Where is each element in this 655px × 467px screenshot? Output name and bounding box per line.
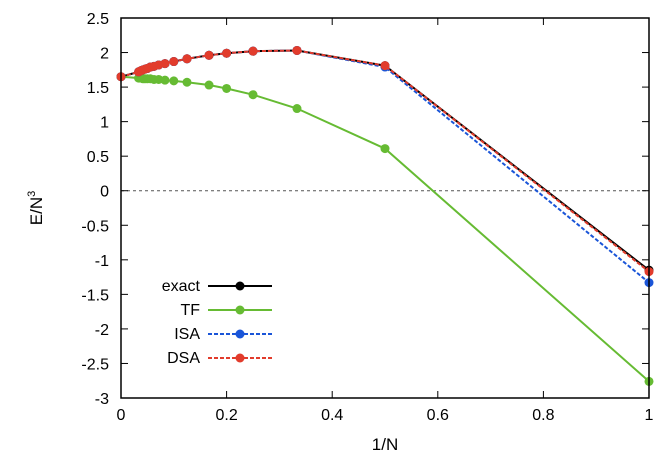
y-tick-label: 1.5 — [87, 80, 109, 97]
data-point-dsa — [222, 48, 232, 58]
y-tick-label: -0.5 — [81, 218, 109, 235]
y-axis-title: E/N3 — [26, 191, 46, 225]
data-point-tf — [204, 80, 214, 90]
data-point-tf — [292, 104, 302, 114]
x-tick-label: 0.2 — [215, 407, 237, 424]
data-point-dsa — [160, 59, 170, 69]
y-tick-label: 2.5 — [87, 11, 109, 28]
data-point-tf — [169, 76, 179, 86]
legend-swatch-marker-exact — [235, 281, 245, 291]
x-tick-label: 1 — [645, 407, 654, 424]
data-point-dsa — [380, 61, 390, 71]
y-tick-label: -3 — [95, 391, 109, 408]
legend: exact TF ISA DSA — [162, 278, 272, 367]
y-tick-label: -2.5 — [81, 356, 109, 373]
data-point-tf — [160, 75, 170, 85]
data-point-dsa — [169, 57, 179, 67]
plot-frame — [120, 17, 650, 399]
x-tick-label: 0.6 — [427, 407, 449, 424]
y-axis-title-superscript: 3 — [26, 191, 38, 197]
y-tick-label: -1 — [95, 253, 109, 270]
data-point-tf — [380, 144, 390, 154]
legend-label-isa: ISA — [174, 326, 200, 343]
data-point-dsa — [292, 45, 302, 55]
x-tick-label: 0.8 — [532, 407, 554, 424]
series-line-isa — [120, 49, 650, 284]
tick-layer: 0 0.2 0.4 0.6 0.8 1 2.5 2 1.5 1 0.5 0 -0.5 -1 -1.5 -2 -2… — [81, 11, 653, 424]
legend-swatch-marker-isa — [235, 329, 245, 339]
data-point-tf — [222, 83, 232, 93]
y-axis-title-base: E/N — [27, 197, 46, 225]
y-tick-label: -2 — [95, 322, 109, 339]
data-point-tf — [248, 90, 258, 100]
x-tick-label: 0 — [117, 407, 126, 424]
data-point-dsa — [248, 46, 258, 56]
data-point-dsa — [204, 50, 214, 60]
data-point-tf — [182, 77, 192, 87]
series-layer — [116, 45, 654, 386]
legend-label-dsa: DSA — [167, 350, 200, 367]
data-point-dsa — [182, 54, 192, 64]
y-tick-label: 0.5 — [87, 149, 109, 166]
legend-swatch-marker-tf — [235, 305, 245, 315]
x-tick-label: 0.4 — [321, 407, 343, 424]
y-tick-label: 0 — [100, 184, 109, 201]
legend-label-tf: TF — [180, 302, 200, 319]
legend-swatch-marker-dsa — [235, 353, 245, 363]
x-axis-title: 1/N — [372, 435, 398, 454]
series-line-tf — [120, 75, 650, 383]
y-tick-label: 1 — [100, 115, 109, 132]
y-tick-label: 2 — [100, 46, 109, 63]
y-tick-label: -1.5 — [81, 287, 109, 304]
legend-label-exact: exact — [162, 278, 201, 295]
